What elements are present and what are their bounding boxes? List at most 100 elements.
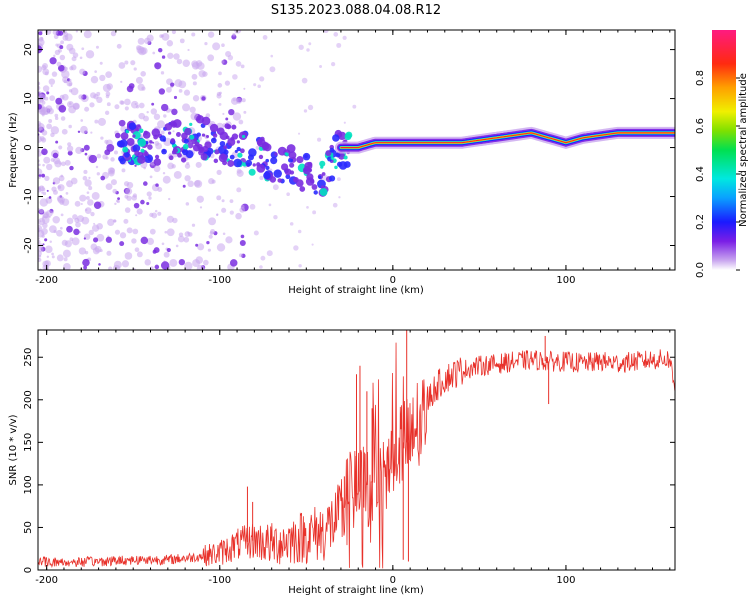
spectrogram-noise-blob xyxy=(123,218,129,224)
spectrogram-noise-blob xyxy=(216,243,226,252)
spectrogram-noise-blob xyxy=(65,192,69,195)
spectrogram-noise-blob xyxy=(243,87,246,90)
spectrogram-noise-blob xyxy=(57,185,62,189)
spectrogram-signal-blob xyxy=(122,146,129,153)
spectrogram-noise-blob xyxy=(149,175,153,179)
snr-x-tick-label: 0 xyxy=(390,575,396,586)
spectrogram-noise-blob xyxy=(175,244,179,248)
spectrogram-noise-blob xyxy=(39,208,44,214)
spectrogram-noise-blob xyxy=(268,203,272,207)
spectrogram-noise-blob xyxy=(59,94,65,100)
spectrogram-noise-blob xyxy=(99,249,103,253)
spectrogram-noise-blob xyxy=(38,255,42,258)
spectrogram-noise-blob xyxy=(47,107,54,115)
spectrogram-noise-blob xyxy=(199,206,203,209)
spectrogram-noise-blob xyxy=(83,237,86,240)
spectrogram-noise-blob xyxy=(146,110,149,114)
spectrogram-noise-blob xyxy=(106,250,112,256)
spectrogram-noise-blob xyxy=(143,181,148,186)
spectrogram-x-ticks: -200 -100 0 100 xyxy=(35,30,671,286)
spectrogram-noise-blob xyxy=(202,71,208,77)
spectrogram-noise-blob xyxy=(195,66,198,69)
spectrogram-signal-blob xyxy=(189,134,195,140)
spectrogram-noise-blob xyxy=(124,252,133,260)
spectrogram-noise-blob xyxy=(185,202,190,206)
spectrogram-noise-blob xyxy=(48,119,53,123)
spectrogram-signal-blob xyxy=(126,137,135,146)
spectrogram-noise-blob xyxy=(79,194,87,202)
snr-y-tick-label: 250 xyxy=(23,348,34,367)
spectrogram-noise-blob xyxy=(249,203,256,210)
spectrogram-noise-blob xyxy=(64,159,71,166)
spectrogram-noise-blob xyxy=(178,232,184,237)
spectrogram-noise-blob xyxy=(147,144,153,150)
spectrogram-signal-blob xyxy=(299,186,306,192)
spectrogram-noise-blob xyxy=(236,187,242,193)
spectrogram-noise-blob xyxy=(235,212,242,220)
spectrogram-noise-blob xyxy=(134,247,140,253)
spectrogram-noise-blob xyxy=(66,217,74,225)
spectrogram-noise-blob xyxy=(134,164,137,167)
spectrogram-noise-blob xyxy=(298,132,301,135)
spectrogram-noise-blob xyxy=(69,165,74,171)
spectrogram-x-tick-label: 100 xyxy=(556,275,575,286)
spectrogram-noise-blob xyxy=(41,148,48,156)
spectrogram-signal-blob xyxy=(258,154,264,160)
spectrogram-signal-blob xyxy=(202,145,209,153)
spectrogram-signal-blob xyxy=(201,116,211,126)
spectrogram-noise-blob xyxy=(204,42,208,46)
snr-y-tick-label: 0 xyxy=(23,567,34,573)
spectrogram-noise-blob xyxy=(42,260,49,268)
spectrogram-noise-blob xyxy=(203,259,209,266)
spectrogram-noise-blob xyxy=(331,61,336,67)
spectrogram-noise-blob xyxy=(81,47,85,51)
spectrogram-noise-blob xyxy=(121,260,130,268)
spectrogram-noise-blob xyxy=(85,50,95,59)
spectrogram-noise-blob xyxy=(150,108,158,115)
spectrogram-noise-blob xyxy=(189,106,196,113)
spectrogram-noise-blob xyxy=(236,168,242,174)
spectrogram-signal-blob xyxy=(318,175,322,179)
spectrogram-noise-blob xyxy=(262,35,268,40)
spectrogram-noise-blob xyxy=(90,92,97,99)
spectrogram-noise-blob xyxy=(56,229,63,237)
spectrogram-noise-blob xyxy=(88,154,97,164)
spectrogram-noise-blob xyxy=(49,57,57,65)
spectrogram-noise-blob xyxy=(120,100,125,105)
spectrogram-noise-blob xyxy=(113,150,118,155)
spectrogram-noise-blob xyxy=(218,102,222,106)
spectrogram-noise-blob xyxy=(107,167,116,175)
spectrogram-noise-blob xyxy=(152,249,157,254)
spectrogram-noise-blob xyxy=(38,174,42,177)
spectrogram-noise-blob xyxy=(312,210,317,215)
spectrogram-noise-blob xyxy=(229,199,234,204)
spectrogram-noise-blob xyxy=(221,207,227,213)
spectrogram-noise-blob xyxy=(311,243,314,246)
spectrogram-noise-blob xyxy=(44,238,48,242)
spectrogram-noise-blob xyxy=(133,202,140,209)
spectrogram-noise-blob xyxy=(99,61,103,65)
snr-frame xyxy=(37,329,676,571)
spectrogram-noise-blob xyxy=(46,189,49,192)
spectrogram-signal-blob xyxy=(261,142,266,147)
spectrogram-noise-blob xyxy=(138,102,145,109)
spectrogram-signal-blob xyxy=(132,134,136,138)
spectrogram-noise-blob xyxy=(41,234,45,238)
spectrogram-noise-blob xyxy=(173,171,182,179)
spectrogram-noise-blob xyxy=(38,31,43,36)
spectrogram-signal-blob xyxy=(227,138,236,147)
spectrogram-signal-blob xyxy=(284,168,292,176)
spectrogram-noise-blob xyxy=(44,71,49,76)
spectrogram-noise-blob xyxy=(216,195,222,201)
spectrogram-signal-blob xyxy=(338,161,348,170)
spectrogram-noise-blob xyxy=(164,230,168,234)
spectrogram-signal-blob xyxy=(256,164,266,173)
spectrogram-noise-blob xyxy=(155,142,163,150)
spectrogram-noise-blob xyxy=(63,31,69,38)
spectrogram-noise-blob xyxy=(162,171,166,175)
spectrogram-signal-blob xyxy=(139,128,144,133)
spectrogram-noise-blob xyxy=(90,75,99,84)
spectrogram-noise-blob xyxy=(212,42,221,51)
spectrogram-noise-blob xyxy=(90,131,93,134)
spectrogram-noise-blob xyxy=(41,173,46,178)
